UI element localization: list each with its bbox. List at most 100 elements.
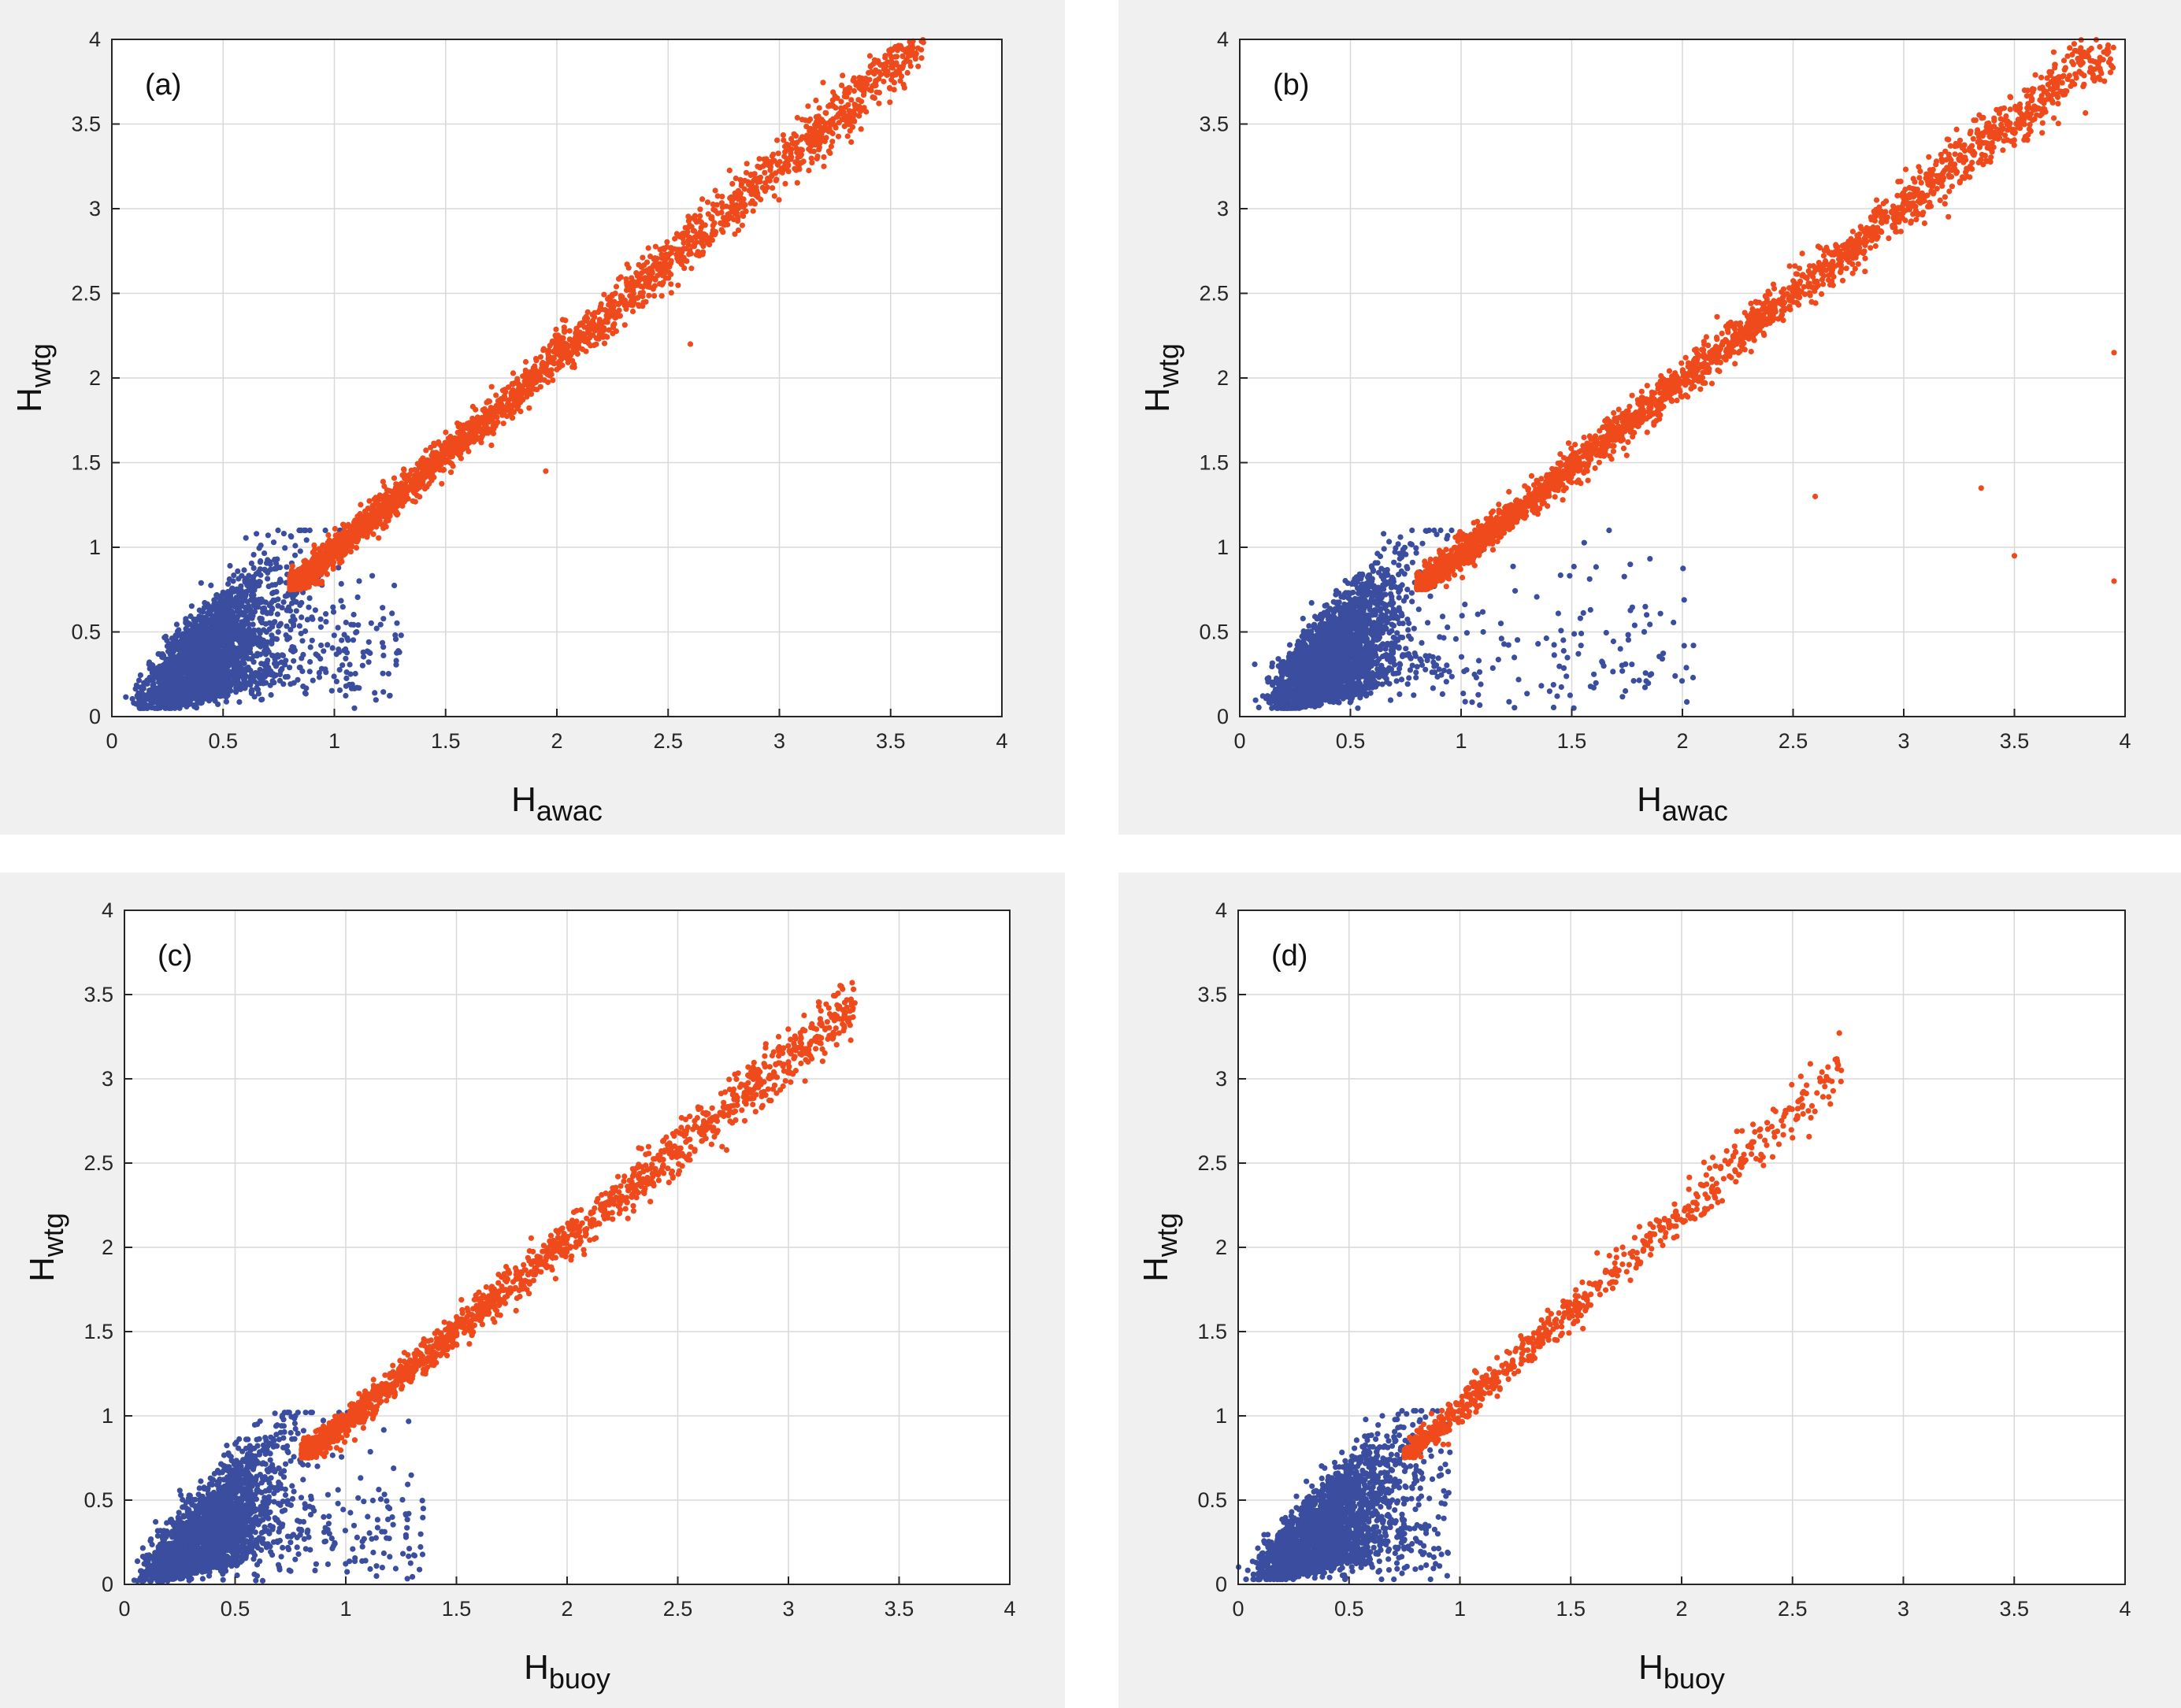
data-point: [271, 661, 278, 667]
data-point: [168, 654, 174, 660]
data-point: [840, 72, 846, 79]
data-point: [319, 580, 325, 587]
data-point: [502, 387, 508, 393]
data-point: [254, 531, 260, 537]
data-point: [392, 632, 399, 639]
data-point: [623, 306, 629, 312]
data-point: [224, 687, 231, 694]
data-point: [851, 111, 858, 118]
data-point: [545, 353, 552, 359]
data-point: [239, 640, 246, 647]
data-point: [295, 676, 301, 683]
data-point: [618, 293, 624, 299]
data-point: [207, 631, 213, 637]
data-point: [240, 635, 247, 643]
data-point: [899, 63, 906, 69]
data-point: [151, 705, 158, 711]
data-point: [495, 419, 501, 425]
data-point: [235, 626, 241, 632]
data-point: [317, 656, 324, 662]
data-point: [172, 680, 179, 686]
data-point: [261, 550, 268, 557]
data-point: [731, 206, 738, 213]
data-point: [343, 655, 349, 661]
data-point: [740, 204, 747, 210]
data-point: [336, 565, 342, 571]
data-point: [291, 680, 297, 686]
data-point: [833, 124, 839, 131]
data-point: [197, 669, 203, 675]
data-point: [887, 99, 893, 106]
data-point: [672, 235, 678, 242]
data-point: [465, 421, 471, 427]
data-point: [393, 658, 399, 664]
data-point: [806, 146, 812, 153]
data-point: [351, 621, 357, 628]
data-point: [686, 251, 692, 257]
data-point: [817, 139, 823, 146]
data-point: [376, 517, 383, 524]
data-point: [400, 466, 407, 472]
data-point: [652, 243, 659, 250]
data-point: [442, 459, 448, 465]
data-point: [594, 326, 600, 332]
data-point: [380, 689, 387, 695]
data-point: [427, 459, 433, 466]
data-point: [309, 637, 315, 643]
data-point: [352, 517, 358, 524]
data-point: [745, 179, 751, 185]
data-point: [217, 685, 223, 691]
data-point: [284, 564, 290, 570]
data-point: [877, 72, 884, 78]
data-point: [700, 249, 707, 255]
data-point: [844, 133, 851, 139]
data-point: [484, 419, 491, 425]
data-point: [250, 621, 256, 628]
data-point: [867, 64, 874, 70]
data-point: [263, 643, 269, 649]
data-point: [540, 346, 547, 352]
data-point: [820, 118, 826, 124]
data-point: [224, 672, 230, 678]
data-point: [314, 556, 321, 562]
data-point: [380, 652, 387, 659]
data-point: [762, 180, 769, 186]
data-point: [232, 587, 238, 593]
data-point: [647, 254, 654, 260]
data-point: [641, 268, 647, 274]
data-point: [338, 598, 344, 604]
data-point: [573, 340, 579, 346]
data-point: [236, 698, 243, 706]
data-point: [496, 397, 503, 404]
data-point: [184, 703, 190, 710]
data-point: [235, 665, 241, 672]
data-point: [225, 645, 232, 652]
data-point: [336, 687, 343, 694]
data-point: [503, 406, 510, 413]
data-point: [414, 469, 421, 476]
data-point: [383, 524, 389, 530]
data-point: [399, 494, 405, 500]
data-point: [355, 622, 362, 628]
data-point: [250, 632, 257, 638]
data-point: [258, 636, 264, 643]
data-point: [251, 678, 258, 684]
data-point: [825, 148, 832, 154]
data-point: [514, 377, 521, 383]
data-point: [621, 322, 628, 328]
data-point: [284, 673, 291, 680]
data-point: [140, 691, 147, 698]
data-point: [302, 628, 309, 635]
data-point: [915, 63, 922, 69]
data-point: [685, 218, 692, 224]
data-point: [268, 691, 274, 698]
data-point: [520, 373, 526, 380]
data-point: [263, 629, 269, 635]
data-point: [328, 687, 335, 694]
data-point: [629, 308, 636, 315]
data-point: [329, 550, 336, 556]
data-point: [718, 220, 724, 226]
data-point: [293, 598, 299, 606]
data-point: [478, 439, 484, 446]
data-point: [773, 177, 779, 183]
